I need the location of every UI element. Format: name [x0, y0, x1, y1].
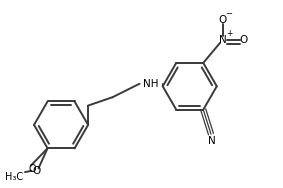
Text: −: −: [226, 9, 233, 18]
Text: O: O: [28, 164, 36, 174]
Text: O: O: [33, 166, 41, 176]
Text: N: N: [208, 136, 216, 146]
Text: N: N: [219, 35, 226, 45]
Text: NH: NH: [143, 79, 159, 89]
Text: H₃C: H₃C: [5, 172, 23, 182]
Text: O: O: [239, 35, 247, 45]
Text: +: +: [226, 29, 232, 38]
Text: O: O: [218, 15, 227, 25]
